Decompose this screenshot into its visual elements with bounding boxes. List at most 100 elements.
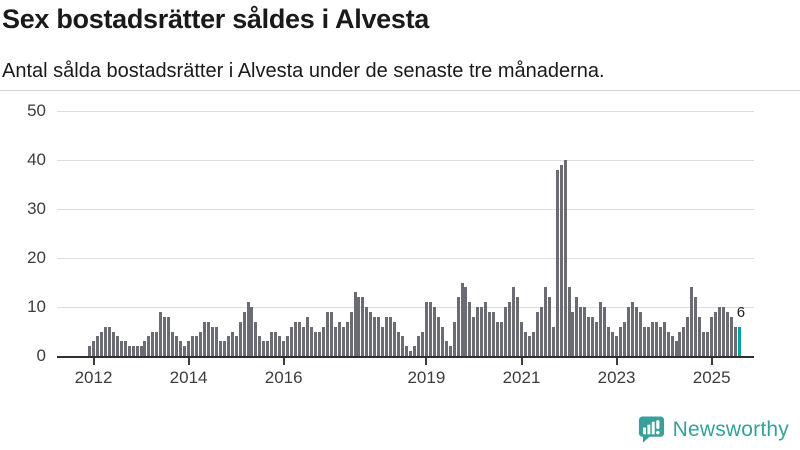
- bar: [242, 311, 246, 356]
- bar: [389, 316, 393, 356]
- bar: [630, 302, 634, 356]
- bar: [710, 316, 714, 356]
- bar: [329, 311, 333, 356]
- bar: [309, 326, 313, 356]
- bar: [706, 331, 710, 356]
- bar: [468, 302, 472, 356]
- y-axis-tick-label: 40: [27, 150, 46, 169]
- bar: [595, 321, 599, 356]
- bar: [270, 331, 274, 356]
- bar: [686, 316, 690, 356]
- bar: [278, 336, 282, 356]
- bar: [527, 336, 531, 356]
- bar: [131, 346, 135, 356]
- bar: [543, 287, 547, 356]
- bar: [448, 346, 452, 356]
- x-axis-tick-mark: [520, 358, 523, 365]
- bar: [519, 321, 523, 356]
- bar: [254, 321, 258, 356]
- bar: [722, 307, 726, 356]
- newsworthy-logo: Newsworthy: [637, 415, 789, 444]
- chart-title: Sex bostadsrätter såldes i Alvesta: [2, 4, 430, 34]
- bar: [642, 326, 646, 356]
- bar: [634, 307, 638, 356]
- x-axis-tick-label: 2025: [692, 368, 731, 387]
- bar: [531, 331, 535, 356]
- bar: [230, 331, 234, 356]
- newsworthy-logo-text: Newsworthy: [672, 417, 789, 441]
- bar: [302, 326, 305, 356]
- bar: [123, 341, 127, 356]
- bar: [444, 341, 448, 356]
- bar: [563, 160, 567, 356]
- bar: [575, 297, 579, 356]
- bar: [238, 321, 242, 356]
- bar: [397, 331, 401, 356]
- gridline-y50: [57, 110, 754, 112]
- x-axis-tick-mark: [710, 358, 713, 365]
- gridline-y20: [57, 257, 754, 259]
- bar: [206, 321, 210, 356]
- bar: [333, 326, 337, 356]
- bar: [547, 297, 551, 356]
- bar: [202, 321, 206, 356]
- x-axis-tick-mark: [92, 358, 95, 365]
- gridline-y30: [57, 208, 754, 210]
- bar: [381, 326, 385, 356]
- bar: [234, 336, 238, 356]
- bar: [460, 282, 464, 356]
- bar: [155, 331, 159, 356]
- bar: [191, 336, 195, 356]
- bar: [226, 336, 230, 356]
- bar: [99, 331, 103, 356]
- bar: [119, 341, 123, 356]
- x-axis-tick-mark: [615, 358, 618, 365]
- bar: [317, 331, 321, 356]
- bar: [559, 164, 563, 356]
- bar: [282, 341, 286, 356]
- bar: [500, 321, 504, 356]
- x-axis-tick-label: 2021: [502, 368, 541, 387]
- bar: [250, 307, 254, 356]
- x-axis-tick-label: 2014: [169, 368, 208, 387]
- bar: [579, 307, 583, 356]
- bar: [365, 307, 369, 356]
- bar: [626, 307, 630, 356]
- bar: [321, 326, 325, 356]
- bar: [294, 321, 298, 356]
- bar: [198, 331, 202, 356]
- x-axis-tick-mark: [425, 358, 428, 365]
- bar: [678, 331, 682, 356]
- gridline-y40: [57, 159, 754, 161]
- x-axis-tick-label: 2016: [264, 368, 303, 387]
- bar: [412, 346, 416, 356]
- bar: [662, 321, 666, 356]
- bar: [492, 311, 496, 356]
- bar: [615, 336, 619, 356]
- last-value-label: 6: [736, 303, 746, 321]
- bar: [349, 311, 353, 356]
- chart-subtitle: Antal sålda bostadsrätter i Alvesta unde…: [2, 60, 605, 82]
- bar: [428, 302, 432, 356]
- bar: [135, 346, 139, 356]
- x-axis-tick-mark: [187, 358, 190, 365]
- bar: [103, 326, 107, 356]
- bar: [163, 316, 167, 356]
- bar: [95, 336, 99, 356]
- bar: [611, 331, 615, 356]
- bar: [523, 331, 527, 356]
- bar: [591, 316, 595, 356]
- bar: [337, 321, 341, 356]
- bar: [623, 321, 626, 356]
- bar: [504, 307, 508, 356]
- bar-latest-highlight: [737, 326, 741, 356]
- bar: [151, 331, 155, 356]
- y-axis-tick-label: 30: [27, 199, 46, 218]
- x-axis-tick-mark: [282, 358, 285, 365]
- bar: [159, 311, 163, 356]
- bar: [274, 331, 278, 356]
- bar: [440, 326, 444, 356]
- bar: [420, 331, 424, 356]
- bar: [658, 326, 662, 356]
